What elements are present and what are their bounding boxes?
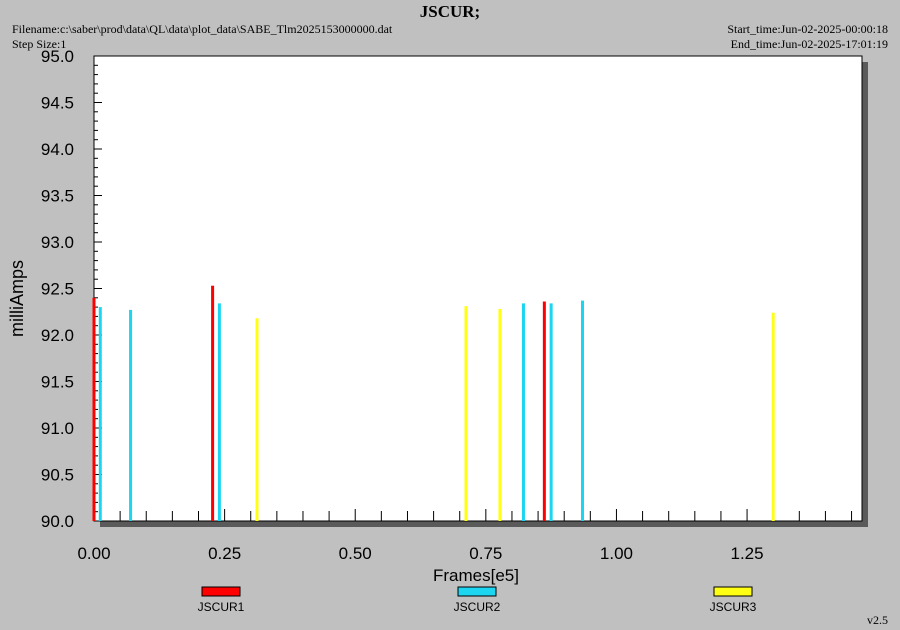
version-label: v2.5 [867, 613, 888, 627]
bar-jscur1 [211, 285, 215, 521]
y-tick-label: 91.0 [41, 419, 74, 438]
legend-swatch-jscur2 [457, 586, 497, 597]
y-axis-label: milliAmps [7, 260, 27, 337]
chart-title: JSCUR; [419, 2, 481, 21]
y-tick-label: 94.0 [41, 140, 74, 159]
x-tick-label: 0.25 [208, 544, 241, 563]
plot-area [93, 55, 863, 522]
end-time-label: End_time:Jun-02-2025-17:01:19 [730, 37, 888, 51]
bar-jscur2 [98, 307, 102, 521]
legend-label: JSCUR2 [454, 600, 501, 614]
x-tick-label: 1.00 [600, 544, 633, 563]
bar-jscur2 [549, 303, 553, 521]
x-axis-label: Frames[e5] [433, 566, 519, 585]
legend-swatch-jscur3 [713, 586, 753, 597]
y-tick-label: 93.5 [41, 187, 74, 206]
y-tick-label: 92.0 [41, 326, 74, 345]
y-tick-label: 93.0 [41, 233, 74, 252]
bar-jscur2 [129, 309, 133, 521]
bar-jscur2 [580, 300, 584, 521]
step-size-label: Step Size:1 [12, 37, 67, 51]
start-time-label: Start_time:Jun-02-2025-00:00:18 [727, 22, 888, 36]
y-tick-label: 90.5 [41, 466, 74, 485]
legend-label: JSCUR3 [710, 600, 757, 614]
bar-jscur3 [771, 312, 775, 521]
x-tick-label: 1.25 [731, 544, 764, 563]
y-tick-label: 95.0 [41, 47, 74, 66]
legend-swatch-jscur1 [201, 586, 241, 597]
y-tick-label: 94.5 [41, 94, 74, 113]
y-tick-label: 91.5 [41, 373, 74, 392]
bar-jscur2 [521, 303, 525, 521]
filename-label: Filename:c:\saber\prod\data\QL\data\plot… [12, 22, 393, 36]
bar-jscur1 [542, 301, 546, 521]
bar-jscur3 [255, 318, 259, 521]
x-tick-label: 0.50 [339, 544, 372, 563]
bar-jscur1 [92, 297, 96, 521]
bar-jscur3 [498, 308, 502, 521]
y-tick-label: 92.5 [41, 280, 74, 299]
y-tick-label: 90.0 [41, 512, 74, 531]
x-tick-label: 0.00 [77, 544, 110, 563]
x-tick-label: 0.75 [469, 544, 502, 563]
bar-jscur3 [464, 306, 468, 521]
legend-label: JSCUR1 [198, 600, 245, 614]
bar-jscur2 [217, 303, 221, 521]
